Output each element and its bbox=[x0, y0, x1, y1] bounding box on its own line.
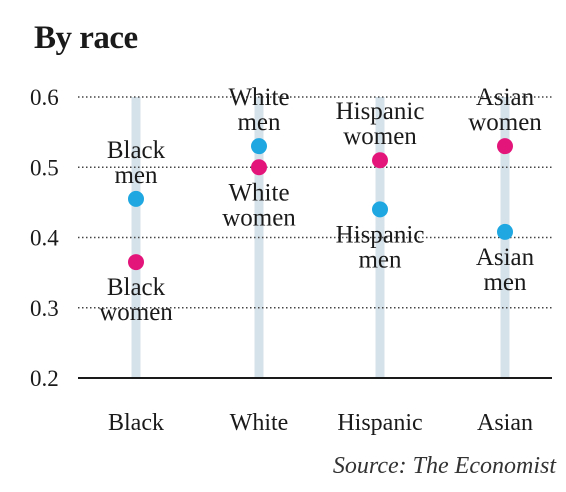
women-label-2-1: women bbox=[343, 123, 417, 150]
men-label-2-1: men bbox=[358, 246, 402, 273]
women-label-1-1: women bbox=[222, 204, 296, 231]
x-tick-label: Asian bbox=[477, 410, 533, 436]
women-label-0-1: women bbox=[99, 299, 173, 326]
x-tick-label: White bbox=[230, 410, 289, 436]
men-point-2 bbox=[372, 201, 388, 218]
men-point-3 bbox=[497, 223, 513, 240]
source-note: Source: The Economist bbox=[332, 453, 556, 479]
women-point-3 bbox=[497, 138, 513, 155]
men-label-1-0: White bbox=[228, 84, 289, 111]
men-point-1 bbox=[251, 138, 267, 155]
y-tick-label: 0.5 bbox=[30, 155, 59, 180]
women-point-2 bbox=[372, 152, 388, 169]
men-point-0 bbox=[128, 190, 144, 207]
x-tick-label: Black bbox=[108, 410, 164, 436]
y-tick-label: 0.3 bbox=[30, 296, 59, 321]
men-label-0-1: men bbox=[114, 162, 158, 189]
women-label-3-0: Asian bbox=[476, 84, 535, 111]
y-tick-label: 0.4 bbox=[30, 226, 59, 251]
women-label-3-1: women bbox=[468, 109, 542, 136]
women-label-2-0: Hispanic bbox=[336, 98, 425, 125]
men-label-2-0: Hispanic bbox=[336, 221, 425, 248]
chart-title: By race bbox=[34, 20, 138, 56]
men-label-3-1: men bbox=[483, 269, 527, 296]
women-label-0-0: Black bbox=[107, 274, 166, 301]
y-tick-label: 0.2 bbox=[30, 366, 59, 391]
y-tick-label: 0.6 bbox=[30, 85, 59, 110]
women-point-1 bbox=[251, 159, 267, 176]
x-tick-label: Hispanic bbox=[337, 410, 422, 436]
men-label-0-0: Black bbox=[107, 137, 166, 164]
women-point-0 bbox=[128, 254, 144, 271]
women-label-1-0: White bbox=[228, 179, 289, 206]
men-label-1-1: men bbox=[237, 109, 281, 136]
men-label-3-0: Asian bbox=[476, 244, 535, 271]
